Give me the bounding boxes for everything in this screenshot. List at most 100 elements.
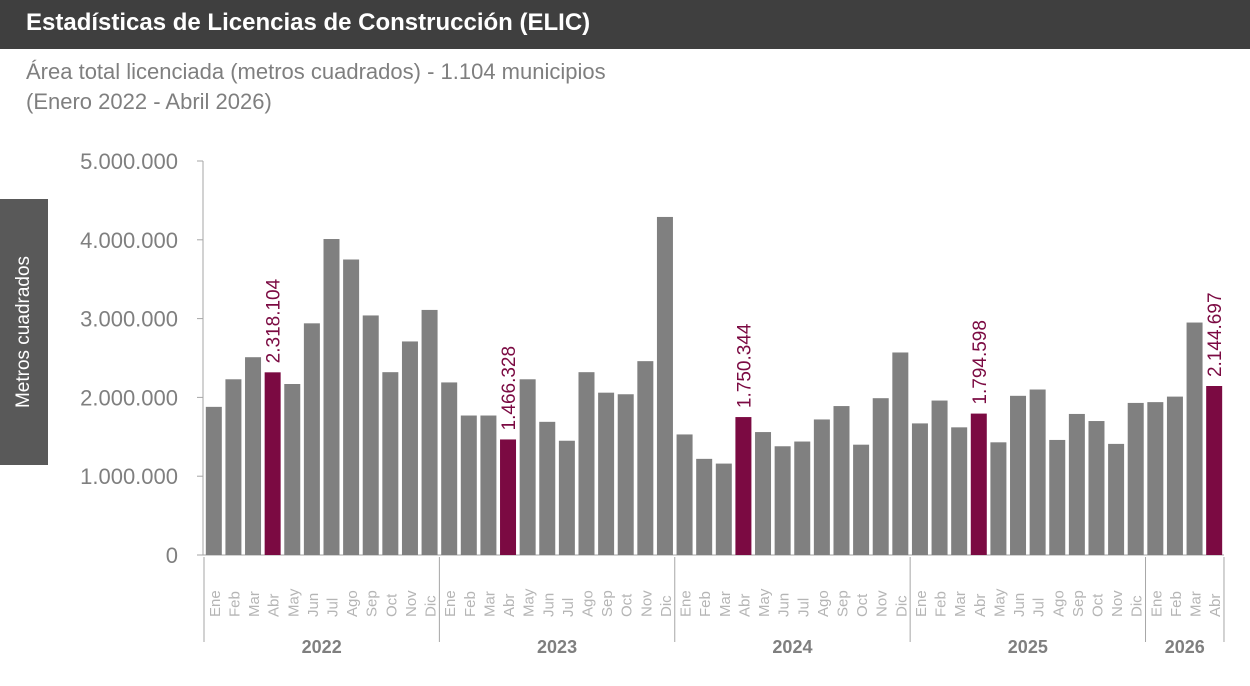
x-tick-label: Jul	[325, 598, 342, 617]
x-tick-label: Oct	[854, 593, 871, 617]
bar	[931, 400, 948, 555]
x-tick-label: Jun	[776, 593, 793, 617]
bar	[833, 406, 850, 555]
y-tick-label: 3.000.000	[80, 307, 178, 332]
bar	[578, 372, 595, 555]
x-tick-label: Nov	[638, 590, 655, 617]
x-tick-label: Oct	[1089, 593, 1106, 617]
bar	[558, 440, 575, 555]
bar	[715, 463, 732, 555]
bar	[401, 341, 418, 555]
bar	[872, 398, 889, 555]
x-tick-label: Mar	[717, 591, 734, 617]
x-tick-label: Ene	[442, 590, 459, 617]
x-tick-label: May	[756, 588, 773, 617]
x-tick-label: Jul	[1031, 598, 1048, 617]
bar	[441, 382, 458, 555]
x-tick-label: Ago	[344, 590, 361, 617]
y-tick-label: 1.000.000	[80, 464, 178, 489]
data-label: 1.794.598	[970, 320, 991, 405]
bar	[656, 216, 673, 555]
bar	[1186, 322, 1203, 555]
bar	[774, 446, 791, 555]
bar	[676, 434, 693, 555]
bar	[205, 406, 222, 555]
x-tick-label: Dic	[893, 595, 910, 617]
x-tick-label: Nov	[403, 590, 420, 617]
bar	[225, 379, 242, 555]
bar	[362, 315, 379, 555]
x-tick-label: Jul	[795, 598, 812, 617]
x-tick-label: Mar	[952, 591, 969, 617]
x-tick-label: Ago	[579, 590, 596, 617]
bar	[323, 239, 340, 555]
bar	[853, 444, 870, 555]
y-tick-label: 2.000.000	[80, 385, 178, 410]
x-tick-label: Nov	[1109, 590, 1126, 617]
x-tick-label: Ene	[1148, 590, 1165, 617]
chart-period: (Enero 2022 - Abril 2026)	[26, 89, 272, 114]
year-label: 2023	[537, 637, 577, 657]
x-tick-label: Abr	[266, 594, 283, 617]
bar	[1166, 396, 1183, 555]
bar	[303, 323, 320, 555]
bar	[794, 441, 811, 555]
bar	[539, 421, 556, 555]
x-tick-label: Feb	[1168, 591, 1185, 617]
x-tick-label: Ene	[678, 590, 695, 617]
x-tick-label: Feb	[933, 591, 950, 617]
bar	[245, 357, 262, 555]
bar	[696, 458, 713, 555]
x-tick-label: Oct	[619, 593, 636, 617]
y-tick-label: 0	[166, 543, 178, 568]
x-tick-label: Oct	[383, 593, 400, 617]
bar	[519, 379, 536, 555]
x-tick-label: Sep	[599, 590, 616, 617]
bar	[1147, 402, 1164, 555]
bar	[1068, 413, 1085, 555]
x-tick-label: Dic	[423, 595, 440, 617]
year-label: 2024	[772, 637, 812, 657]
x-tick-label: Nov	[874, 590, 891, 617]
x-tick-label: Sep	[364, 590, 381, 617]
bar	[1049, 439, 1066, 555]
bar	[343, 259, 360, 555]
data-label: 1.750.344	[734, 323, 755, 408]
x-tick-label: Dic	[658, 595, 675, 617]
x-tick-label: Mar	[246, 591, 263, 617]
x-tick-label: Sep	[834, 590, 851, 617]
bar-highlighted	[1206, 386, 1223, 555]
bar	[813, 419, 830, 555]
x-tick-label: Mar	[481, 591, 498, 617]
x-tick-label: Ene	[913, 590, 930, 617]
y-tick-label: 5.000.000	[80, 149, 178, 174]
bar	[460, 415, 477, 555]
bar	[480, 415, 497, 555]
x-tick-label: Mar	[1188, 591, 1205, 617]
bar	[951, 427, 968, 555]
bar	[382, 372, 399, 555]
bar	[1010, 395, 1027, 555]
bar	[598, 392, 615, 555]
x-tick-label: Dic	[1129, 595, 1146, 617]
year-label: 2022	[302, 637, 342, 657]
header-bar: Estadísticas de Licencias de Construcció…	[0, 0, 1250, 49]
x-tick-label: May	[991, 588, 1008, 617]
y-axis-label-box: Metros cuadrados	[0, 199, 48, 465]
bar	[637, 361, 654, 555]
bar	[1088, 421, 1105, 555]
x-tick-label: Abr	[972, 594, 989, 617]
x-tick-label: Abr	[736, 594, 753, 617]
x-tick-label: Feb	[697, 591, 714, 617]
page-title: Estadísticas de Licencias de Construcció…	[26, 9, 591, 36]
data-label: 1.466.328	[499, 346, 520, 431]
chart-subtitle: Área total licenciada (metros cuadrados)…	[26, 59, 606, 84]
bar	[1127, 402, 1144, 555]
bar	[1108, 443, 1125, 555]
x-tick-label: Sep	[1070, 590, 1087, 617]
bar	[617, 394, 634, 555]
x-tick-label: Feb	[462, 591, 479, 617]
bar-highlighted	[970, 413, 987, 555]
x-tick-label: Abr	[501, 594, 518, 617]
